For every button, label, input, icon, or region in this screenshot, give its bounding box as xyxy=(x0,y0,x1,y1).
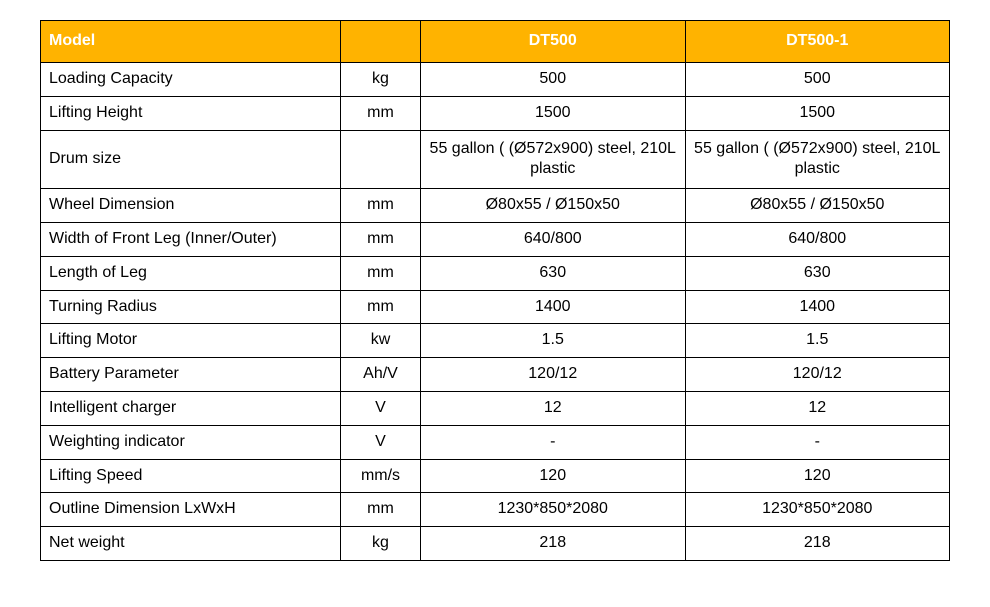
row-label: Weighting indicator xyxy=(41,425,341,459)
col-header-dt500: DT500 xyxy=(421,21,686,63)
row-unit: mm xyxy=(341,222,421,256)
row-label: Outline Dimension LxWxH xyxy=(41,493,341,527)
row-unit: kw xyxy=(341,324,421,358)
row-unit: mm xyxy=(341,256,421,290)
table-row: Turning Radiusmm14001400 xyxy=(41,290,950,324)
row-value-dt500-1: 120/12 xyxy=(685,358,950,392)
row-value-dt500: - xyxy=(421,425,686,459)
col-header-dt500-1: DT500-1 xyxy=(685,21,950,63)
row-unit: kg xyxy=(341,527,421,561)
row-value-dt500: 12 xyxy=(421,391,686,425)
row-unit: mm xyxy=(341,189,421,223)
row-label: Wheel Dimension xyxy=(41,189,341,223)
row-value-dt500: 500 xyxy=(421,63,686,97)
row-value-dt500-1: 1230*850*2080 xyxy=(685,493,950,527)
row-value-dt500-1: Ø80x55 / Ø150x50 xyxy=(685,189,950,223)
table-row: Width of Front Leg (Inner/Outer)mm640/80… xyxy=(41,222,950,256)
col-header-unit xyxy=(341,21,421,63)
spec-table: Model DT500 DT500-1 Loading Capacitykg50… xyxy=(40,20,950,561)
table-row: Wheel DimensionmmØ80x55 / Ø150x50Ø80x55 … xyxy=(41,189,950,223)
table-row: Outline Dimension LxWxHmm1230*850*208012… xyxy=(41,493,950,527)
row-label: Width of Front Leg (Inner/Outer) xyxy=(41,222,341,256)
row-unit: mm xyxy=(341,493,421,527)
row-label: Battery Parameter xyxy=(41,358,341,392)
row-label: Intelligent charger xyxy=(41,391,341,425)
row-value-dt500-1: - xyxy=(685,425,950,459)
row-unit: mm xyxy=(341,290,421,324)
row-value-dt500: Ø80x55 / Ø150x50 xyxy=(421,189,686,223)
row-value-dt500: 1500 xyxy=(421,96,686,130)
row-value-dt500-1: 55 gallon ( (Ø572x900) steel, 210L plast… xyxy=(685,130,950,189)
row-unit: V xyxy=(341,391,421,425)
row-label: Loading Capacity xyxy=(41,63,341,97)
table-row: Lifting Speedmm/s120120 xyxy=(41,459,950,493)
row-value-dt500: 120 xyxy=(421,459,686,493)
row-value-dt500: 1230*850*2080 xyxy=(421,493,686,527)
row-value-dt500-1: 630 xyxy=(685,256,950,290)
row-unit: mm/s xyxy=(341,459,421,493)
table-row: Weighting indicatorV-- xyxy=(41,425,950,459)
row-value-dt500: 55 gallon ( (Ø572x900) steel, 210L plast… xyxy=(421,130,686,189)
table-row: Lifting Motorkw1.51.5 xyxy=(41,324,950,358)
row-label: Drum size xyxy=(41,130,341,189)
table-row: Drum size 55 gallon ( (Ø572x900) steel, 2… xyxy=(41,130,950,189)
table-row: Length of Legmm630630 xyxy=(41,256,950,290)
row-label: Lifting Motor xyxy=(41,324,341,358)
row-value-dt500-1: 1400 xyxy=(685,290,950,324)
table-row: Net weightkg218218 xyxy=(41,527,950,561)
row-unit: Ah/V xyxy=(341,358,421,392)
row-value-dt500-1: 1500 xyxy=(685,96,950,130)
row-value-dt500: 630 xyxy=(421,256,686,290)
row-unit: mm xyxy=(341,96,421,130)
row-label: Length of Leg xyxy=(41,256,341,290)
row-label: Net weight xyxy=(41,527,341,561)
table-body: Loading Capacitykg500500Lifting Heightmm… xyxy=(41,63,950,561)
row-value-dt500: 218 xyxy=(421,527,686,561)
row-value-dt500-1: 1.5 xyxy=(685,324,950,358)
row-value-dt500-1: 12 xyxy=(685,391,950,425)
row-value-dt500-1: 120 xyxy=(685,459,950,493)
row-unit: kg xyxy=(341,63,421,97)
table-row: Lifting Heightmm15001500 xyxy=(41,96,950,130)
row-value-dt500: 640/800 xyxy=(421,222,686,256)
row-label: Lifting Speed xyxy=(41,459,341,493)
col-header-model: Model xyxy=(41,21,341,63)
row-value-dt500: 120/12 xyxy=(421,358,686,392)
row-value-dt500-1: 218 xyxy=(685,527,950,561)
row-value-dt500: 1400 xyxy=(421,290,686,324)
row-unit: V xyxy=(341,425,421,459)
row-value-dt500-1: 640/800 xyxy=(685,222,950,256)
row-unit xyxy=(341,130,421,189)
row-value-dt500: 1.5 xyxy=(421,324,686,358)
row-value-dt500-1: 500 xyxy=(685,63,950,97)
row-label: Lifting Height xyxy=(41,96,341,130)
row-label: Turning Radius xyxy=(41,290,341,324)
table-header-row: Model DT500 DT500-1 xyxy=(41,21,950,63)
table-row: Intelligent chargerV1212 xyxy=(41,391,950,425)
table-row: Loading Capacitykg500500 xyxy=(41,63,950,97)
table-row: Battery ParameterAh/V120/12120/12 xyxy=(41,358,950,392)
